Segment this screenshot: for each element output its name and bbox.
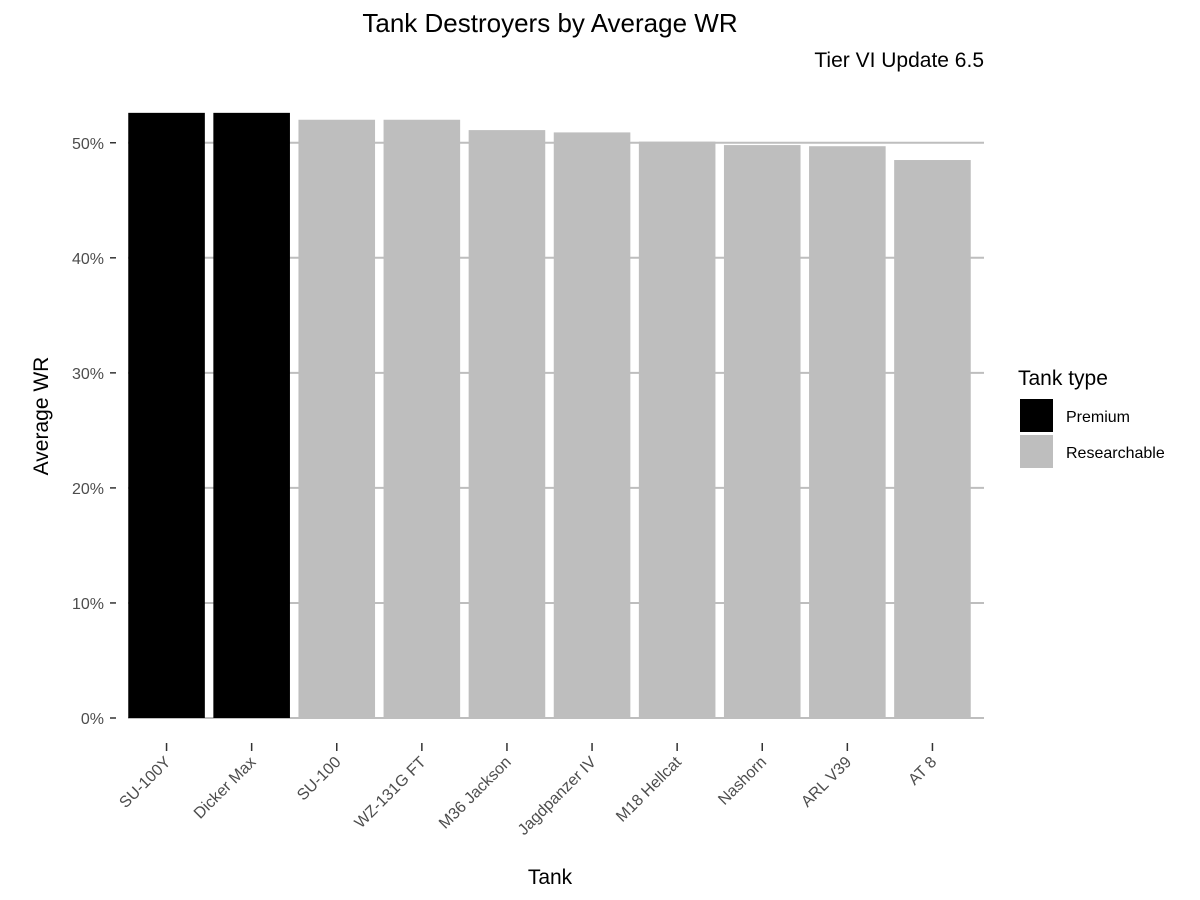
bar	[638, 141, 716, 718]
x-tick-label: Dicker Max	[191, 754, 260, 823]
y-tick-label: 30%	[72, 366, 104, 383]
x-tick-label: AT 8	[905, 754, 940, 789]
y-tick-label: 10%	[72, 596, 104, 613]
legend-swatch-researchable	[1020, 435, 1053, 468]
bar	[128, 112, 205, 718]
chart-title: Tank Destroyers by Average WR	[362, 8, 737, 38]
chart-subtitle: Tier VI Update 6.5	[814, 49, 984, 72]
x-tick-label: WZ-131G FT	[352, 754, 430, 832]
legend-swatch-premium	[1020, 399, 1053, 432]
x-tick-label: M18 Hellcat	[613, 753, 685, 825]
bars	[128, 112, 971, 719]
legend-label-premium: Premium	[1066, 409, 1130, 426]
y-axis-ticks: 0% 10% 20% 30% 40% 50%	[72, 136, 116, 728]
y-tick-label: 0%	[81, 711, 104, 728]
x-axis-ticks: SU-100Y Dicker Max SU-100 WZ-131G FT M36 Jac…	[116, 743, 940, 839]
legend: Tank type Premium Researchable	[1018, 367, 1165, 468]
x-tick-label: SU-100Y	[116, 754, 174, 812]
y-tick-label: 40%	[72, 251, 104, 268]
bar	[383, 119, 461, 718]
y-tick-label: 20%	[72, 481, 104, 498]
bar	[213, 112, 290, 718]
bar	[723, 145, 801, 718]
bar	[553, 132, 631, 719]
legend-label-researchable: Researchable	[1066, 445, 1165, 462]
x-axis-title: Tank	[528, 866, 573, 889]
legend-title: Tank type	[1018, 367, 1108, 390]
x-tick-label: Jagdpanzer IV	[515, 754, 600, 839]
bar	[298, 119, 376, 718]
x-tick-label: M36 Jackson	[436, 754, 515, 833]
x-tick-label: Nashorn	[715, 754, 770, 809]
x-tick-label: SU-100	[294, 754, 344, 804]
bar	[809, 146, 886, 719]
bar	[468, 130, 546, 718]
x-tick-label: ARL V39	[798, 754, 855, 811]
y-axis-title: Average WR	[30, 357, 53, 476]
bar	[894, 160, 971, 718]
y-tick-label: 50%	[72, 136, 104, 153]
